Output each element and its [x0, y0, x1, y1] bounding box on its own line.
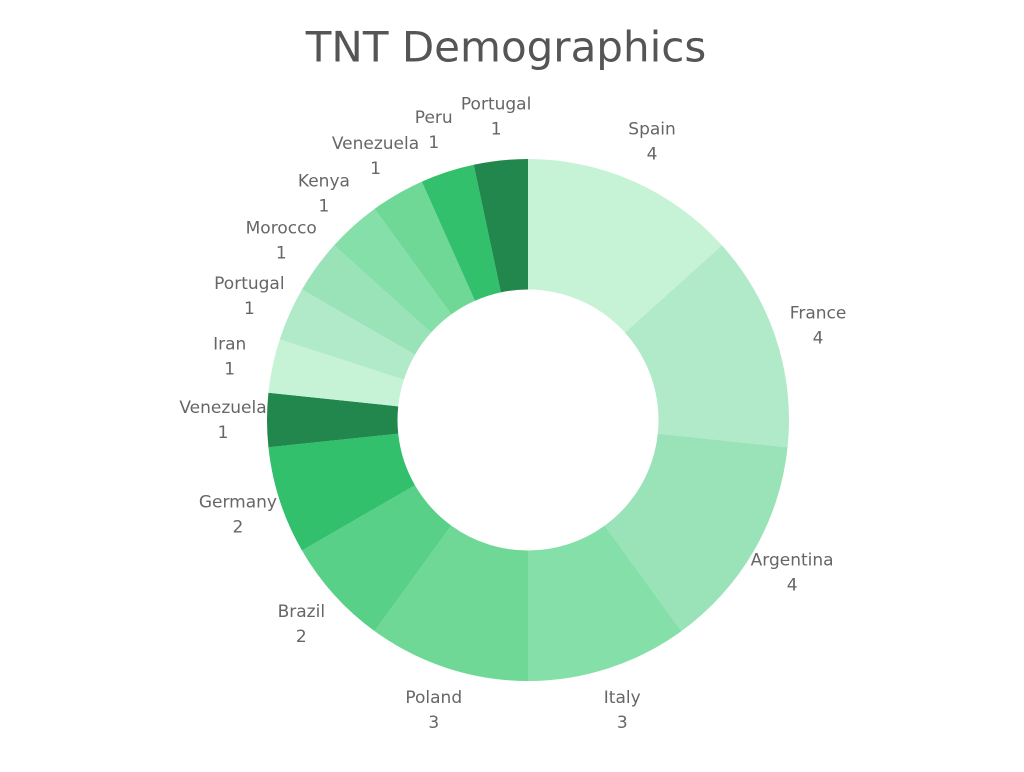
slice-value: 4: [813, 329, 824, 349]
slice-label: Germany: [199, 492, 277, 512]
slice-value: 1: [491, 120, 502, 140]
slice-label: Kenya: [298, 171, 350, 191]
slice-label: Venezuela: [179, 398, 266, 418]
slice: [421, 164, 501, 301]
slice-label: Morocco: [246, 219, 317, 239]
slice: [301, 485, 452, 632]
slice: [267, 392, 399, 448]
slice-value: 1: [428, 133, 439, 153]
slice: [604, 433, 788, 632]
slice: [268, 433, 415, 551]
slice-value: 2: [296, 627, 307, 647]
slice: [301, 245, 432, 355]
slice: [374, 181, 475, 315]
slice-value: 3: [428, 713, 439, 733]
slice-value: 1: [370, 159, 381, 179]
slice: [624, 245, 789, 448]
slice-label: Argentina: [751, 551, 834, 571]
slice: [268, 339, 404, 407]
slice-value: 3: [617, 713, 628, 733]
slice-label: Peru: [415, 108, 453, 128]
slice-label: Brazil: [278, 602, 325, 622]
slice-value: 4: [647, 144, 658, 164]
slice-label: Italy: [604, 688, 641, 708]
slice-value: 1: [224, 360, 235, 380]
slice: [374, 525, 528, 681]
slice-value: 1: [244, 299, 255, 319]
slice-label: France: [790, 304, 847, 324]
slice: [334, 208, 452, 333]
slice-value: 2: [233, 517, 244, 537]
slice-label: Spain: [628, 119, 676, 139]
slice: [473, 159, 528, 293]
slice-label: Venezuela: [332, 134, 419, 154]
slice-label: Portugal: [214, 274, 284, 294]
slice: [528, 525, 682, 681]
slice: [279, 289, 415, 380]
slice-value: 1: [276, 244, 287, 264]
slice: [528, 159, 722, 333]
slice-value: 1: [319, 196, 330, 216]
slice-label: Iran: [213, 335, 246, 355]
slice-label: Poland: [405, 688, 462, 708]
slice-value: 1: [218, 423, 229, 443]
chart-title: TNT Demographics: [305, 23, 706, 72]
slice-value: 4: [787, 576, 798, 596]
slice-label: Portugal: [461, 95, 531, 115]
